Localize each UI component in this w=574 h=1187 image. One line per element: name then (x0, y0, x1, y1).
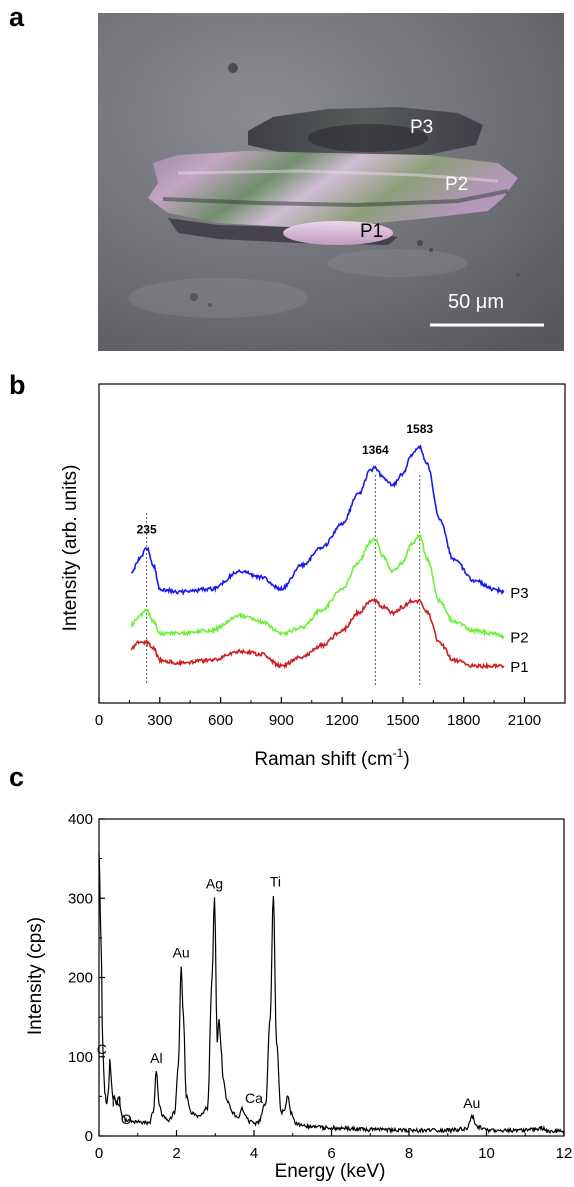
eds-x-tick-label: 12 (556, 1145, 573, 1162)
eds-x-tick-label: 10 (478, 1145, 495, 1162)
eds-y-tick-label: 200 (68, 970, 93, 987)
eds-spectrum-line (98, 852, 565, 1135)
raman-x-tick-label: 0 (95, 712, 103, 729)
raman-x-axis-label: Raman shift (cm-1) (254, 746, 409, 770)
raman-x-tick-label: 2100 (508, 712, 541, 729)
raman-peak-annotation: 1364 (362, 443, 389, 457)
eds-peak-annotation: Ag (206, 876, 223, 892)
panel-b-letter: b (9, 370, 26, 400)
eds-x-tick-label: 4 (250, 1145, 258, 1162)
raman-series-label-p1: P1 (510, 659, 528, 676)
eds-x-axis-label: Energy (keV) (275, 1161, 386, 1182)
raman-x-tick-label: 1500 (386, 712, 419, 729)
raman-peak-annotation: 1583 (406, 422, 433, 436)
raman-chart: 0 300 600 900 1200 1500 1800 2100 235 1364 1583 P… (60, 383, 566, 770)
eds-x-tick-label: 6 (327, 1145, 335, 1162)
raman-plot-frame (98, 383, 566, 704)
eds-x-tick-label: 2 (172, 1145, 180, 1162)
eds-y-tick-label: 300 (68, 890, 93, 907)
raman-series-label-p3: P3 (510, 585, 528, 602)
raman-series-line-p1 (130, 597, 505, 670)
optical-micrograph: P3 P2 P1 50 μm (98, 13, 564, 351)
raman-x-tick-label: 1800 (447, 712, 480, 729)
micrograph-label-p2: P2 (445, 174, 468, 195)
eds-peak-annotation: Al (150, 1050, 162, 1066)
eds-x-tick-label: 8 (405, 1145, 413, 1162)
micrograph-label-p3: P3 (410, 117, 433, 138)
raman-series-line-p2 (130, 534, 505, 641)
eds-y-tick-label: 100 (68, 1049, 93, 1066)
raman-peak-annotation: 235 (137, 523, 157, 537)
panel-c-letter: c (9, 762, 25, 792)
eds-y-tick-label: 0 (85, 1128, 93, 1145)
eds-y-tick-label: 400 (68, 811, 93, 828)
p1-region (283, 221, 393, 245)
eds-peak-annotation: C (97, 1041, 107, 1057)
eds-chart: 0 2 4 6 8 10 12 0 100 200 300 400 C NO Al Au Ag Ca Ti Au I… (25, 811, 573, 1182)
eds-peak-annotation: Au (463, 1095, 480, 1111)
eds-y-axis-label: Intensity (cps) (25, 917, 46, 1035)
raman-y-axis-label: Intensity (arb. units) (60, 465, 81, 632)
flake-body (148, 151, 518, 227)
scale-bar-label: 50 μm (448, 291, 504, 313)
eds-peak-annotation: Au (173, 945, 190, 961)
raman-x-tick-label: 1200 (325, 712, 358, 729)
raman-series-line-p3 (130, 444, 505, 596)
raman-x-tick-label: 900 (269, 712, 294, 729)
eds-peak-annotation: N (111, 1093, 121, 1109)
eds-peak-annotation: Ti (270, 873, 281, 889)
eds-x-tick-label: 0 (95, 1145, 103, 1162)
eds-peak-annotation: O (121, 1111, 132, 1127)
raman-x-tick-label: 300 (147, 712, 172, 729)
panel-a-letter: a (9, 2, 25, 32)
eds-peak-annotation: Ca (245, 1090, 263, 1106)
raman-series-label-p2: P2 (510, 629, 528, 646)
eds-plot-frame (98, 818, 565, 1137)
micrograph-label-p1: P1 (360, 221, 383, 242)
raman-x-tick-label: 600 (208, 712, 233, 729)
